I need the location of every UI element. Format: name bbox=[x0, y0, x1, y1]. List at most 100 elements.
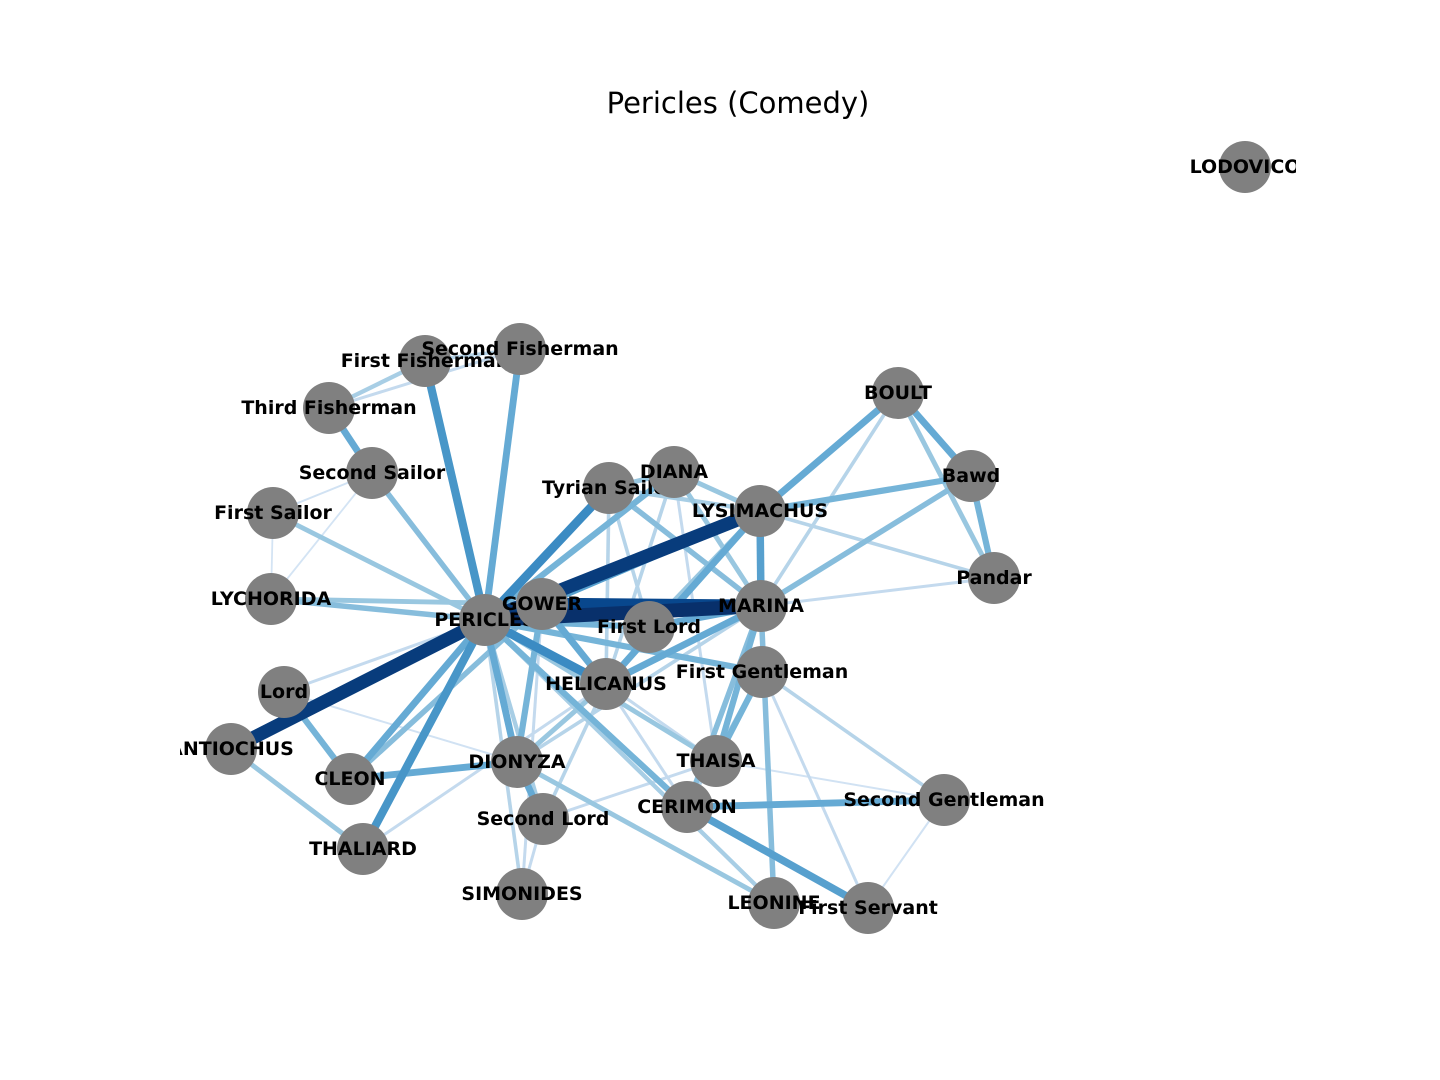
node-label: DIONYZA bbox=[468, 751, 565, 773]
node-label: Tyrian Sailor bbox=[542, 477, 677, 499]
edge-pericles-antiochus bbox=[227, 614, 489, 755]
node-first-servant[interactable]: First Servant bbox=[798, 882, 938, 934]
node-thaisa[interactable]: THAISA bbox=[676, 735, 756, 787]
node-circle[interactable] bbox=[918, 774, 970, 826]
edge-lysimachus-helicanus bbox=[603, 508, 763, 687]
node-label: HELICANUS bbox=[545, 673, 667, 695]
node-first-lord[interactable]: First Lord bbox=[597, 601, 701, 653]
edge-pericles-second-fisherman bbox=[481, 348, 524, 621]
edge-thaisa-second-lord bbox=[542, 759, 717, 821]
node-circle[interactable] bbox=[258, 666, 310, 718]
node-circle[interactable] bbox=[734, 485, 786, 537]
node-circle[interactable] bbox=[648, 446, 700, 498]
node-circle[interactable] bbox=[690, 735, 742, 787]
node-first-fisherman[interactable]: First Fisherman bbox=[341, 335, 510, 387]
node-first-gentleman[interactable]: First Gentleman bbox=[676, 646, 849, 698]
node-circle[interactable] bbox=[736, 646, 788, 698]
node-circle[interactable] bbox=[337, 823, 389, 875]
node-label: THAISA bbox=[676, 750, 755, 772]
node-label: SIMONIDES bbox=[461, 883, 582, 905]
edge-boult-pandar bbox=[895, 391, 997, 580]
node-second-sailor[interactable]: Second Sailor bbox=[299, 447, 446, 499]
node-circle[interactable] bbox=[459, 594, 511, 646]
node-pandar[interactable]: Pandar bbox=[956, 552, 1032, 604]
node-circle[interactable] bbox=[496, 868, 548, 920]
node-circle[interactable] bbox=[247, 487, 299, 539]
node-bawd[interactable]: Bawd bbox=[942, 450, 1000, 502]
node-label: First Gentleman bbox=[676, 661, 849, 683]
node-label: CERIMON bbox=[637, 796, 737, 818]
node-lodovico[interactable]: LODOVICO bbox=[1190, 141, 1301, 193]
edge-diana-marina bbox=[671, 470, 764, 608]
node-helicanus[interactable]: HELICANUS bbox=[545, 658, 667, 710]
node-cerimon[interactable]: CERIMON bbox=[637, 781, 737, 833]
node-second-gentleman[interactable]: Second Gentleman bbox=[843, 774, 1045, 826]
edge-thaisa-second-gentleman bbox=[715, 760, 945, 801]
node-circle[interactable] bbox=[872, 367, 924, 419]
node-label: First Lord bbox=[597, 616, 701, 638]
node-circle[interactable] bbox=[324, 753, 376, 805]
node-dionyza[interactable]: DIONYZA bbox=[468, 736, 566, 788]
edge-pericles-thaliard bbox=[359, 618, 489, 851]
node-circle[interactable] bbox=[494, 323, 546, 375]
node-circle[interactable] bbox=[945, 450, 997, 502]
edge-pericles-diana bbox=[483, 469, 676, 623]
node-circle[interactable] bbox=[346, 447, 398, 499]
node-simonides[interactable]: SIMONIDES bbox=[461, 868, 583, 920]
node-label: ANTIOCHUS bbox=[168, 738, 294, 760]
edge-cleon-dionyza bbox=[349, 758, 518, 783]
node-circle[interactable] bbox=[517, 793, 569, 845]
edge-pericles-lychorida bbox=[270, 596, 486, 623]
node-first-sailor[interactable]: First Sailor bbox=[214, 487, 333, 539]
node-pericles[interactable]: PERICLES bbox=[434, 594, 536, 646]
node-lychorida[interactable]: LYCHORIDA bbox=[211, 573, 332, 625]
node-circle[interactable] bbox=[623, 601, 675, 653]
node-lord[interactable]: Lord bbox=[258, 666, 310, 718]
node-antiochus[interactable]: ANTIOCHUS bbox=[168, 723, 294, 775]
edge-pericles-cleon bbox=[347, 617, 488, 782]
edge-cerimon-second-gentleman bbox=[686, 796, 945, 811]
node-leonine[interactable]: LEONINE bbox=[727, 877, 821, 929]
edge-first-gentleman-first-servant bbox=[760, 671, 870, 909]
node-diana[interactable]: DIANA bbox=[640, 446, 708, 498]
node-second-lord[interactable]: Second Lord bbox=[477, 793, 610, 845]
node-tyrian-sailor[interactable]: Tyrian Sailor bbox=[542, 462, 677, 514]
node-circle[interactable] bbox=[842, 882, 894, 934]
node-label: LODOVICO bbox=[1190, 156, 1301, 178]
node-third-fisherman[interactable]: Third Fisherman bbox=[241, 382, 417, 434]
node-circle[interactable] bbox=[399, 335, 451, 387]
node-boult[interactable]: BOULT bbox=[864, 367, 932, 419]
node-circle[interactable] bbox=[583, 462, 635, 514]
node-second-fisherman[interactable]: Second Fisherman bbox=[421, 323, 619, 375]
node-circle[interactable] bbox=[303, 382, 355, 434]
node-label: First Sailor bbox=[214, 502, 332, 524]
node-circle[interactable] bbox=[516, 578, 568, 630]
node-circle[interactable] bbox=[968, 552, 1020, 604]
node-cleon[interactable]: CLEON bbox=[314, 753, 386, 805]
edge-pericles-second-sailor bbox=[369, 471, 488, 622]
node-gower[interactable]: GOWER bbox=[502, 578, 583, 630]
node-circle[interactable] bbox=[245, 573, 297, 625]
node-circle[interactable] bbox=[735, 580, 787, 632]
node-circle[interactable] bbox=[661, 781, 713, 833]
node-label: First Servant bbox=[798, 897, 938, 919]
node-thaliard[interactable]: THALIARD bbox=[309, 823, 417, 875]
edge-tyrian-sailor-helicanus bbox=[604, 487, 611, 685]
node-circle[interactable] bbox=[491, 736, 543, 788]
node-circle[interactable] bbox=[205, 723, 257, 775]
edge-diana-helicanus bbox=[604, 471, 676, 685]
edge-lysimachus-pandar bbox=[759, 509, 995, 580]
node-marina[interactable]: MARINA bbox=[718, 580, 804, 632]
node-label: THALIARD bbox=[309, 838, 417, 860]
node-circle[interactable] bbox=[748, 877, 800, 929]
node-circle[interactable] bbox=[580, 658, 632, 710]
node-label: First Fisherman bbox=[341, 350, 510, 372]
node-label: BOULT bbox=[864, 382, 932, 404]
node-circle[interactable] bbox=[1219, 141, 1271, 193]
node-label: Second Lord bbox=[477, 808, 610, 830]
node-lysimachus[interactable]: LYSIMACHUS bbox=[692, 485, 828, 537]
edge-pericles-first-fisherman bbox=[421, 360, 489, 621]
edge-gower-dionyza bbox=[513, 603, 546, 763]
node-label: Second Fisherman bbox=[421, 338, 618, 360]
